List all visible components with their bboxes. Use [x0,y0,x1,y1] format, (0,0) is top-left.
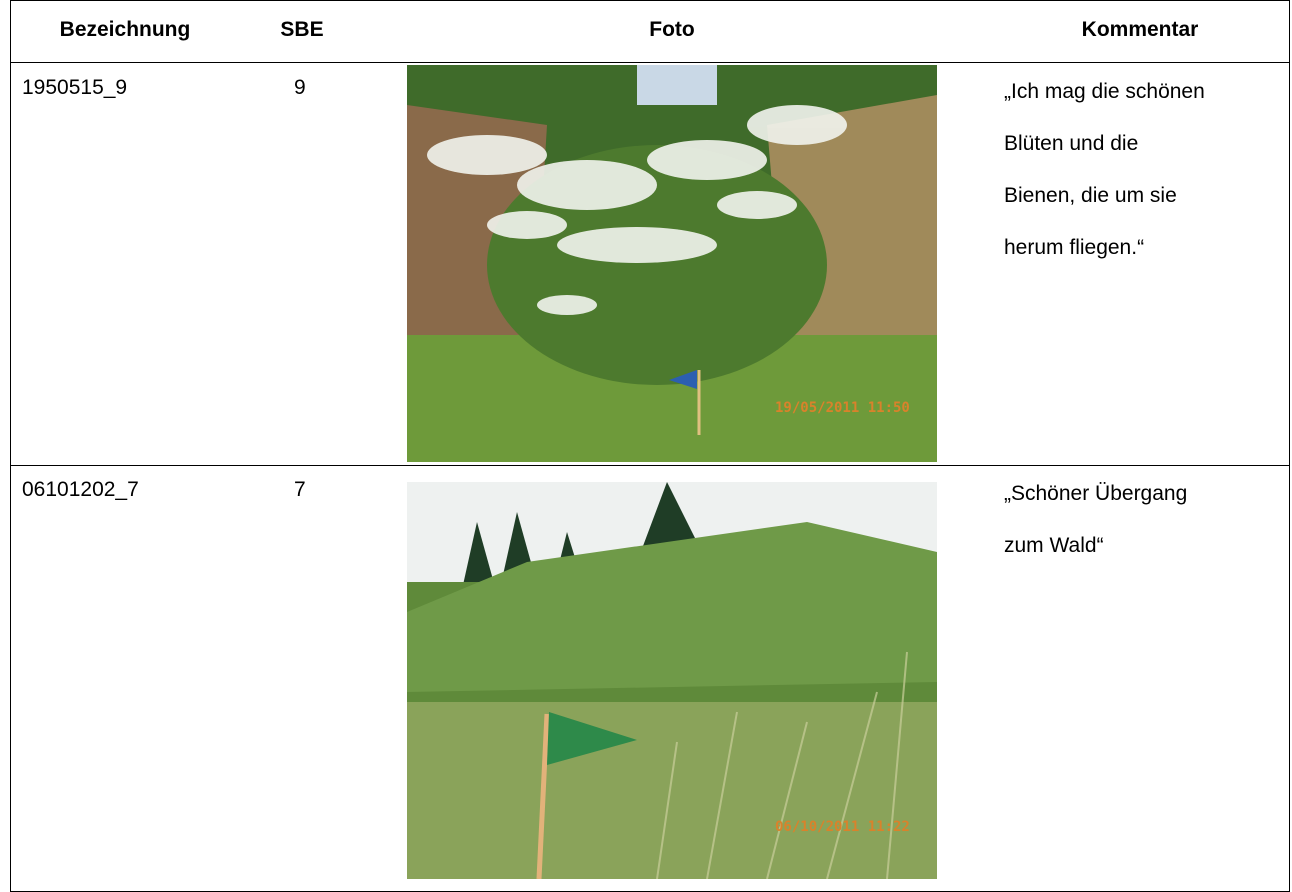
comment: „Schöner Übergang zum Wald“ [1004,468,1187,572]
page: Bezeichnung SBE Foto Kommentar 1950515_9… [0,0,1292,892]
comment-line: „Ich mag die schönen [1004,66,1205,118]
header-cell: Kommentar [1082,18,1199,42]
photo: 06/10/2011 11:22 [407,482,937,879]
header-cell: Bezeichnung [60,18,191,42]
comment-line: „Schöner Übergang [1004,468,1187,520]
header-cell: SBE [280,18,323,42]
photo-timestamp: 19/05/2011 11:50 [775,400,910,416]
comment-line: Blüten und die [1004,118,1205,170]
row-divider [10,62,1290,63]
comment: „Ich mag die schönen Blüten und die Bien… [1004,66,1205,274]
comment-line: herum fliegen.“ [1004,222,1205,274]
comment-line: Bienen, die um sie [1004,170,1205,222]
photo-timestamp: 06/10/2011 11:22 [775,819,910,835]
sbe: 7 [294,478,306,502]
sbe: 9 [294,76,306,100]
bezeichnung: 06101202_7 [22,478,139,502]
row-divider [10,465,1290,466]
comment-line: zum Wald“ [1004,520,1187,572]
bezeichnung: 1950515_9 [22,76,127,100]
photo: 19/05/2011 11:50 [407,65,937,462]
header-cell: Foto [649,18,694,42]
